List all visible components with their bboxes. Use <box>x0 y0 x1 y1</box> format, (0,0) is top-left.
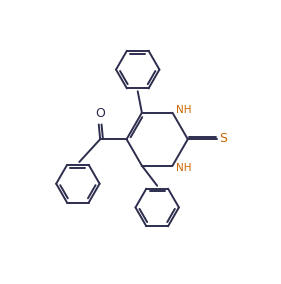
Text: NH: NH <box>176 163 191 173</box>
Text: S: S <box>219 132 227 145</box>
Text: O: O <box>95 107 105 120</box>
Text: NH: NH <box>176 105 191 116</box>
